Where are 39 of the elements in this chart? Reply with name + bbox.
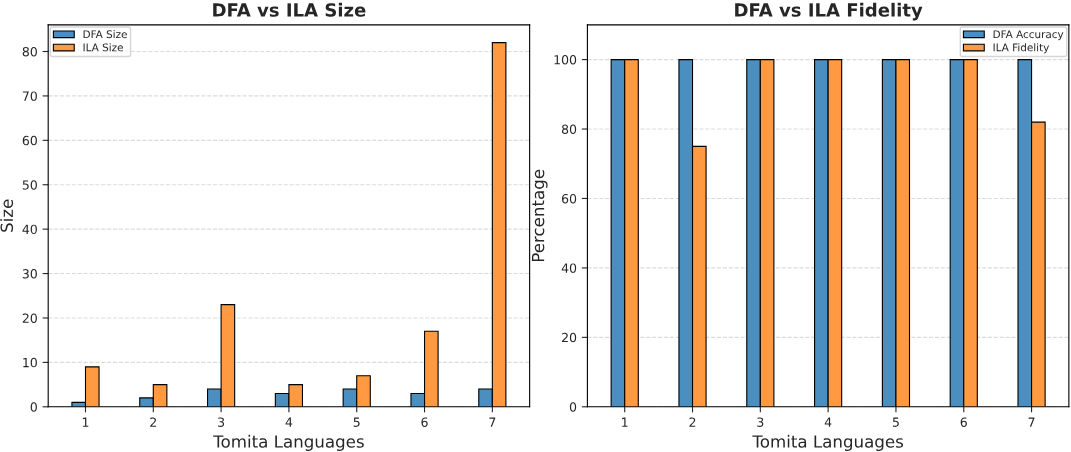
x-tick-label: 1	[82, 417, 89, 427]
x-tick-label: 3	[757, 417, 764, 427]
x-tick-label: 7	[489, 417, 496, 427]
x-tick-label: 5	[353, 417, 360, 427]
x-tick-label: 2	[689, 417, 696, 427]
x-tick-label: 6	[421, 417, 428, 427]
y-tick-label: 20	[22, 313, 37, 323]
x-tick-label: 4	[285, 417, 293, 427]
legend-label: DFA Size	[83, 30, 127, 39]
x-tick-label: 7	[1028, 417, 1035, 427]
y-tick-label: 0	[569, 402, 577, 412]
y-tick-label: 40	[561, 263, 577, 273]
y-tick-label: 40	[22, 224, 37, 235]
x-tick-label: 2	[150, 417, 157, 427]
x-tick-label: 4	[824, 417, 832, 427]
y-tick-label: 60	[561, 193, 577, 204]
y-tick-label: 80	[22, 46, 37, 57]
legend-label: ILA Size	[83, 43, 123, 52]
x-tick-label: 6	[960, 417, 967, 427]
x-tick-label: 3	[218, 417, 225, 427]
chart-title: DFA vs ILA Size	[213, 2, 366, 17]
y-axis-title: Percentage	[531, 169, 548, 262]
y-tick-label: 80	[561, 124, 577, 134]
chart-title: DFA vs ILA Fidelity	[735, 2, 923, 21]
y-tick-label: 60	[22, 135, 37, 146]
y-tick-label: 100	[554, 55, 577, 65]
y-tick-label: 20	[562, 332, 577, 343]
y-tick-label: 70	[22, 91, 37, 101]
x-axis-title: Tomita Languages	[752, 434, 904, 451]
y-tick-label: 0	[30, 402, 37, 412]
y-tick-label: 30	[22, 269, 37, 279]
x-tick-label: 1	[622, 417, 628, 427]
legend-label: ILA Fidelity	[993, 43, 1050, 54]
x-tick-label: 5	[892, 417, 899, 427]
y-tick-label: 50	[22, 180, 37, 190]
legend-label: DFA Accuracy	[993, 30, 1064, 41]
y-tick-label: 10	[23, 357, 37, 368]
y-axis-title: Size	[0, 199, 14, 232]
x-axis-title: Tomita Languages	[213, 434, 364, 451]
